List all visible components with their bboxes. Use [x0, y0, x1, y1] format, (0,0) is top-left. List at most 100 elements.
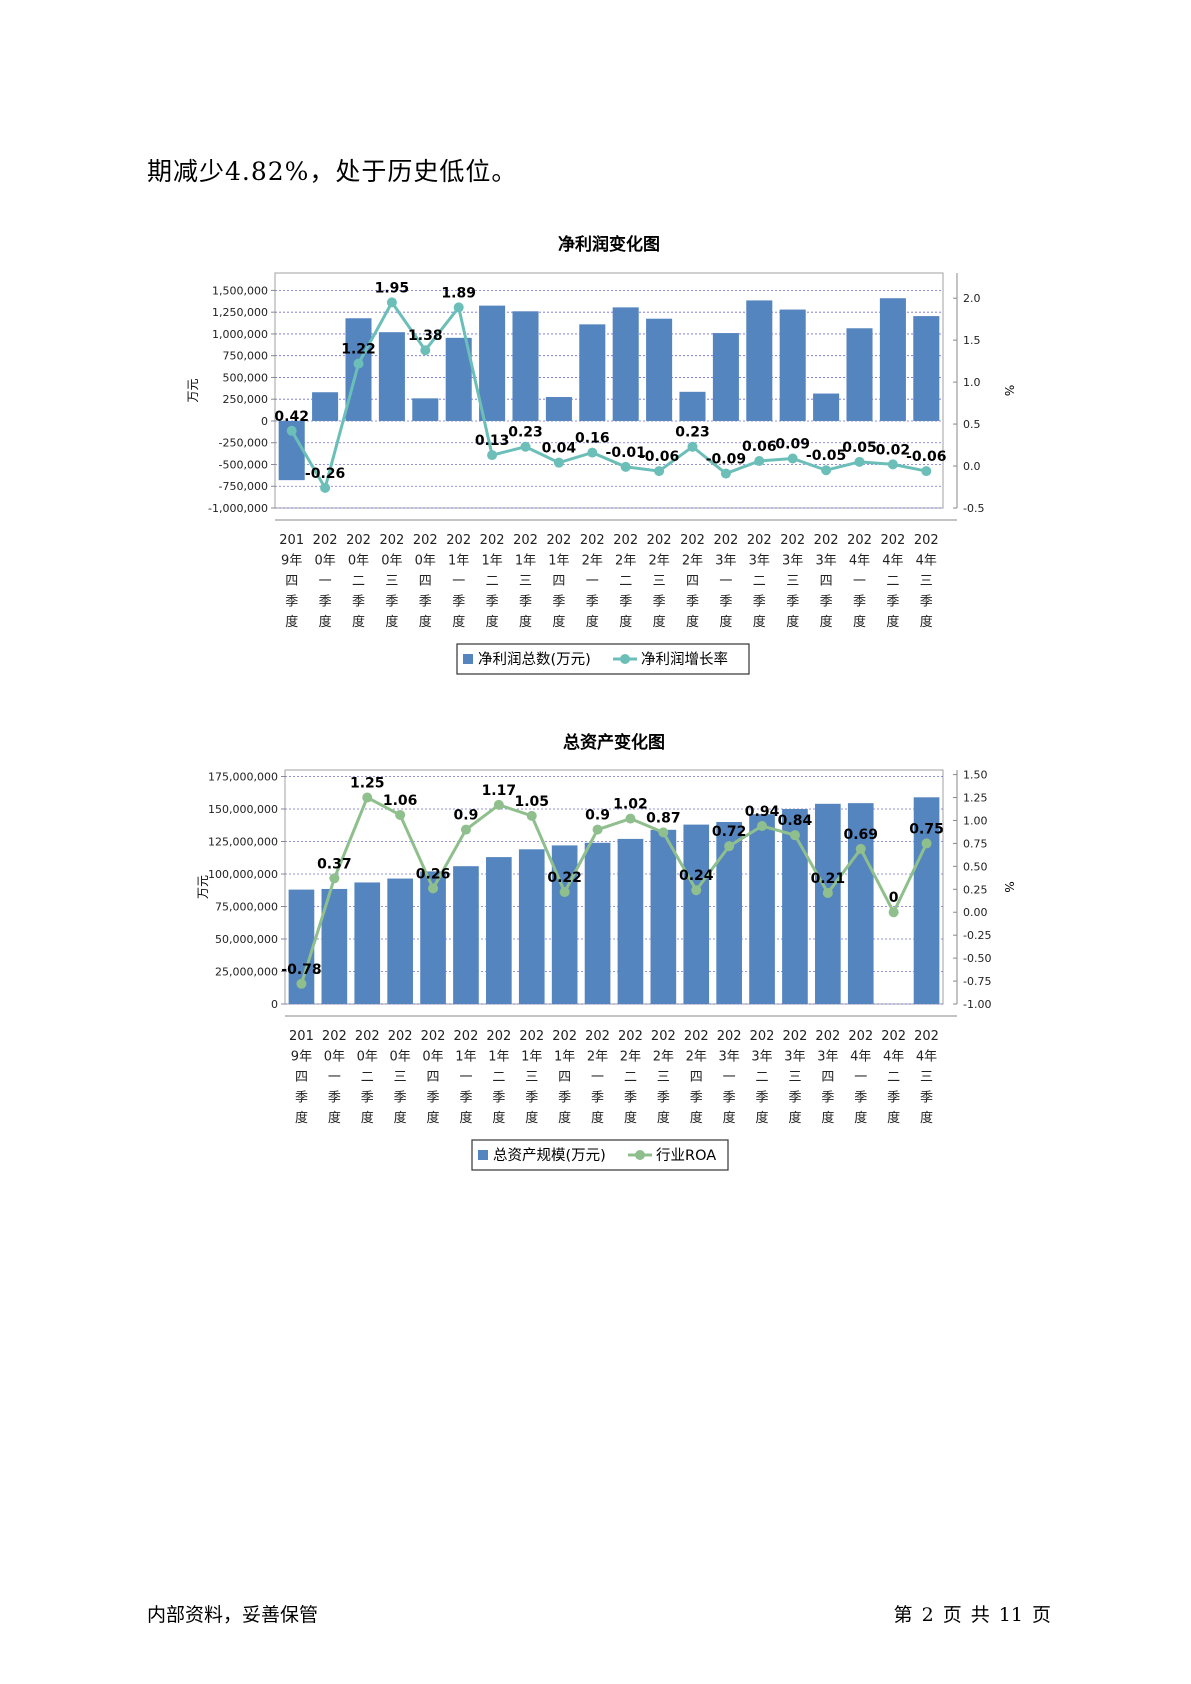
data-label: 1.95: [375, 280, 410, 296]
category-label: 202: [388, 1029, 413, 1044]
line-point: [428, 883, 439, 894]
y-tick-label: 100,000,000: [208, 868, 278, 881]
bar: [779, 309, 806, 421]
category-label: 一: [319, 574, 332, 589]
category-label: 季: [723, 1091, 736, 1106]
data-label: 1.02: [613, 797, 648, 813]
category-label: 202: [585, 1029, 610, 1044]
category-label: 季: [427, 1091, 440, 1106]
legend-line-label: 净利润增长率: [641, 651, 728, 668]
bar: [913, 797, 940, 1004]
category-label: 季: [525, 1091, 538, 1106]
intro-text: 期减少4.82%，处于历史低位。: [147, 157, 518, 186]
bar: [387, 878, 413, 1004]
data-label: 0.87: [646, 810, 681, 826]
line-point: [286, 425, 297, 436]
category-label: 二: [887, 1070, 900, 1085]
category-label: 季: [624, 1091, 637, 1106]
category-label: 度: [657, 1110, 670, 1126]
category-label: 季: [719, 595, 732, 610]
chart-svg: 总资产变化图 175,000,000 150,000,000 125,000,000 1…: [196, 732, 1016, 1171]
line-point: [587, 447, 598, 458]
category-label: 202: [446, 533, 471, 548]
category-label: 季: [788, 1091, 801, 1106]
category-label: 202: [346, 533, 371, 548]
data-label: 0.05: [842, 440, 877, 456]
footer-page-number: 第 2 页 共 11 页: [893, 1604, 1051, 1626]
category-label: 1年: [515, 554, 536, 569]
category-label: 度: [459, 1110, 472, 1126]
bar: [847, 803, 874, 1004]
category-label: 季: [753, 595, 766, 610]
category-label: 1年: [488, 1050, 509, 1065]
line-point: [320, 482, 331, 493]
category-label: 度: [886, 614, 899, 630]
data-label: 0.13: [475, 433, 510, 449]
total-assets-chart: 总资产变化图 175,000,000 150,000,000 125,000,000 1…: [0, 718, 1191, 1178]
category-label: 0年: [415, 554, 436, 569]
category-label: 202: [881, 1029, 906, 1044]
chart-svg: 净利润变化图 1,500,000 1,250,000 1,000,000 750,000…: [186, 234, 1016, 675]
category-label: 度: [686, 614, 699, 630]
bar: [378, 332, 405, 421]
legend-line-label: 行业ROA: [656, 1147, 716, 1164]
category-label: 1年: [554, 1050, 575, 1065]
line-point: [526, 810, 537, 821]
bar: [712, 333, 739, 421]
line-point: [821, 465, 832, 476]
y-tick-label: 175,000,000: [208, 771, 278, 784]
category-label: 季: [854, 1091, 867, 1106]
legend-bar-label: 总资产规模(万元): [493, 1147, 606, 1164]
category-label: 2年: [648, 554, 669, 569]
bar: [512, 311, 539, 421]
category-label: 202: [717, 1029, 742, 1044]
footer-confidential: 内部资料，妥善保管: [147, 1604, 319, 1626]
series-line: [290, 299, 927, 492]
line-point: [386, 297, 397, 308]
y-tick-label: 1,000,000: [212, 328, 268, 341]
category-label: 202: [379, 533, 404, 548]
line-point: [420, 345, 431, 356]
category-label: 度: [486, 614, 499, 630]
category-label: 一: [328, 1070, 341, 1085]
category-label: 0年: [348, 554, 369, 569]
line-point: [921, 838, 932, 849]
category-label: 度: [519, 614, 532, 630]
category-label: 度: [756, 1110, 769, 1126]
y-tick-label: 1,500,000: [212, 284, 268, 297]
bar: [879, 298, 906, 421]
category-label: 202: [580, 533, 605, 548]
line-point: [329, 873, 340, 884]
y-tick-label: 750,000: [223, 350, 269, 363]
line-point: [720, 468, 731, 479]
y2-tick-label: 1.50: [963, 769, 988, 782]
category-label: 季: [653, 595, 666, 610]
category-label: 二: [753, 574, 766, 589]
category-label: 季: [492, 1091, 505, 1106]
category-label: 四: [686, 574, 699, 589]
line-point: [353, 358, 364, 369]
bar: [617, 838, 644, 1004]
y2-tick-label: 1.0: [963, 376, 981, 389]
data-label: 0.21: [811, 871, 846, 887]
category-label: 202: [815, 1029, 840, 1044]
category-label: 2年: [682, 554, 703, 569]
data-label: 0.24: [679, 868, 714, 884]
data-label: 0.69: [843, 827, 878, 843]
category-label: 1年: [521, 1050, 542, 1065]
category-label: 202: [513, 533, 538, 548]
category-label: 度: [920, 1110, 933, 1126]
line-point: [362, 792, 373, 803]
category-label: 一: [719, 574, 732, 589]
category-label: 度: [853, 614, 866, 630]
data-label: 1.05: [514, 794, 549, 810]
line-point: [754, 456, 765, 466]
category-label: 202: [421, 1029, 446, 1044]
category-label: 二: [886, 574, 899, 589]
line-point: [592, 824, 603, 835]
bar: [749, 814, 775, 1004]
category-label: 三: [920, 1070, 933, 1085]
category-label: 0年: [324, 1050, 345, 1065]
y2-axis-label: %: [1002, 385, 1016, 396]
line-point: [296, 978, 307, 989]
